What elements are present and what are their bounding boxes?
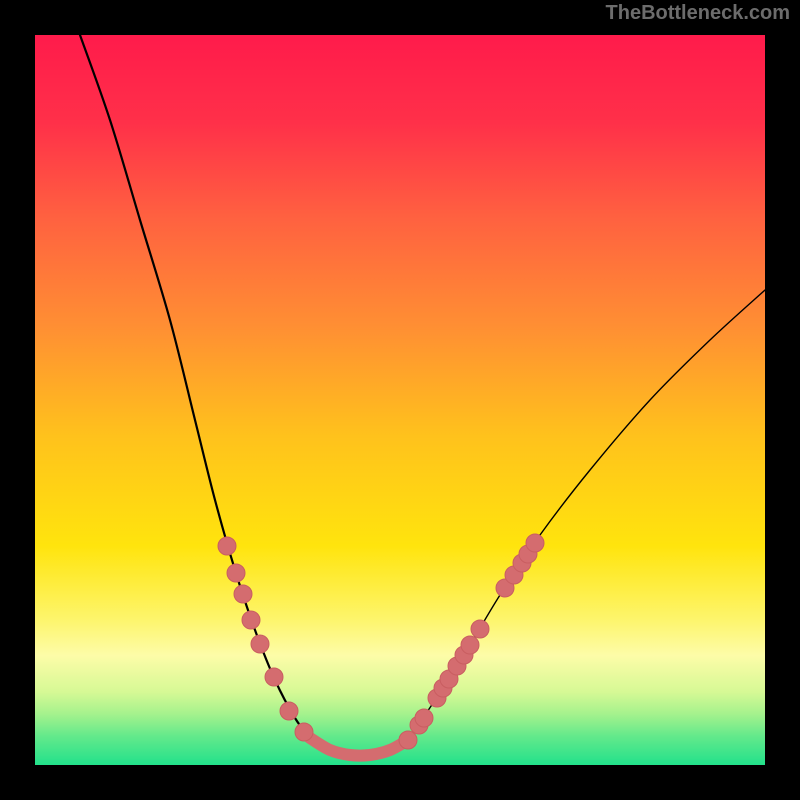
data-marker [242,611,260,629]
bottleneck-chart [0,0,800,800]
data-marker [471,620,489,638]
watermark-text: TheBottleneck.com [606,2,790,25]
data-marker [399,731,417,749]
data-marker [280,702,298,720]
data-marker [415,709,433,727]
data-marker [218,537,236,555]
data-marker [265,668,283,686]
data-marker [461,636,479,654]
data-marker [234,585,252,603]
data-marker [251,635,269,653]
gradient-background [35,35,765,765]
data-marker [227,564,245,582]
data-marker [295,723,313,741]
data-marker [526,534,544,552]
